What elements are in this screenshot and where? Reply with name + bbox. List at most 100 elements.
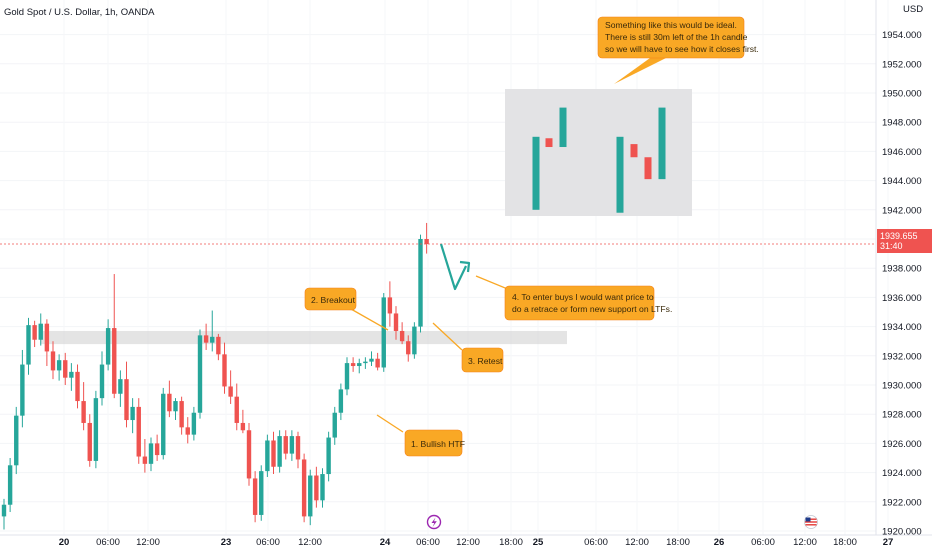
example-candle[interactable] bbox=[644, 157, 652, 180]
candle-body bbox=[381, 297, 386, 368]
candle[interactable] bbox=[38, 313, 43, 346]
candle-body bbox=[344, 363, 350, 390]
projection-arrow[interactable] bbox=[439, 243, 467, 291]
candle[interactable] bbox=[332, 406, 337, 445]
candle[interactable] bbox=[314, 466, 319, 508]
candle[interactable] bbox=[234, 383, 239, 431]
candle-body bbox=[173, 401, 178, 412]
candle[interactable] bbox=[424, 222, 429, 254]
candle-body bbox=[118, 379, 123, 394]
candle[interactable] bbox=[142, 439, 148, 473]
candle[interactable] bbox=[56, 354, 62, 381]
candle[interactable] bbox=[338, 383, 344, 421]
candle[interactable] bbox=[191, 406, 197, 441]
candle[interactable] bbox=[289, 430, 295, 461]
candle[interactable] bbox=[81, 382, 86, 431]
candle[interactable] bbox=[295, 431, 301, 469]
example-candle[interactable] bbox=[559, 107, 567, 148]
candle[interactable] bbox=[216, 333, 221, 361]
candle[interactable] bbox=[381, 293, 386, 372]
candle[interactable] bbox=[277, 430, 282, 473]
candle[interactable] bbox=[69, 363, 74, 391]
last-price-value: 1939.655 bbox=[880, 231, 918, 241]
candle[interactable] bbox=[75, 364, 80, 409]
candle[interactable] bbox=[148, 437, 154, 472]
example-candle[interactable] bbox=[616, 136, 624, 213]
candle[interactable] bbox=[93, 390, 99, 469]
example-candle[interactable] bbox=[630, 144, 638, 158]
candle[interactable] bbox=[210, 310, 215, 352]
candle[interactable] bbox=[105, 319, 111, 371]
support-zone[interactable] bbox=[40, 330, 567, 345]
candle[interactable] bbox=[173, 398, 178, 421]
example-candle[interactable] bbox=[532, 136, 540, 210]
candle[interactable] bbox=[406, 335, 411, 362]
candle[interactable] bbox=[350, 357, 356, 372]
candle[interactable] bbox=[112, 274, 117, 399]
note-top[interactable]: Something like this would be ideal. Ther… bbox=[597, 16, 759, 59]
candle[interactable] bbox=[7, 458, 13, 513]
candle[interactable] bbox=[130, 398, 135, 434]
candle[interactable] bbox=[124, 361, 129, 428]
candle-body bbox=[75, 371, 80, 402]
candle[interactable] bbox=[14, 406, 19, 475]
candle[interactable] bbox=[265, 434, 270, 477]
note-retest-text: 3. Retest bbox=[468, 356, 503, 366]
candle[interactable] bbox=[387, 281, 393, 327]
candle[interactable] bbox=[357, 358, 362, 374]
candle[interactable] bbox=[197, 329, 203, 419]
candle[interactable] bbox=[301, 453, 307, 523]
candle[interactable] bbox=[179, 396, 184, 435]
candle[interactable] bbox=[283, 430, 288, 460]
note-retest[interactable]: 3. Retest bbox=[461, 347, 504, 373]
candle[interactable] bbox=[50, 341, 56, 380]
candle[interactable] bbox=[44, 319, 50, 367]
time-axis[interactable]: 20 06:00 12:00 23 06:00 12:00 24 06:00 12:00 18:0… bbox=[59, 537, 894, 548]
candle[interactable] bbox=[136, 398, 141, 464]
us-flag-icon[interactable] bbox=[804, 515, 818, 529]
lightning-icon[interactable] bbox=[426, 514, 442, 530]
candle-body bbox=[295, 436, 301, 460]
candle[interactable] bbox=[369, 351, 374, 367]
candle-body bbox=[375, 358, 380, 368]
candle[interactable] bbox=[118, 370, 123, 407]
candle[interactable] bbox=[326, 431, 331, 482]
candle[interactable] bbox=[240, 409, 246, 434]
candle[interactable] bbox=[412, 322, 417, 359]
candle[interactable] bbox=[87, 414, 92, 467]
candle[interactable] bbox=[271, 431, 276, 475]
candle-body bbox=[338, 389, 344, 413]
time-tick-label: 23 bbox=[221, 537, 232, 548]
candle[interactable] bbox=[399, 322, 405, 345]
candle[interactable] bbox=[99, 351, 105, 406]
candle[interactable] bbox=[26, 317, 31, 375]
note-enter[interactable]: 4. To enter buys I would want price to d… bbox=[504, 285, 672, 321]
candle[interactable] bbox=[418, 234, 423, 333]
example-candle[interactable] bbox=[658, 107, 666, 180]
candle[interactable] bbox=[63, 352, 68, 385]
candle[interactable] bbox=[259, 465, 264, 521]
candle[interactable] bbox=[185, 417, 190, 444]
candle-body bbox=[44, 323, 50, 352]
candle[interactable] bbox=[393, 306, 399, 340]
note-bullish[interactable]: 1. Bullish HTF bbox=[404, 429, 465, 457]
candle[interactable] bbox=[203, 323, 209, 350]
candle[interactable] bbox=[363, 357, 368, 369]
candle[interactable] bbox=[1, 498, 7, 530]
candle[interactable] bbox=[246, 422, 252, 486]
candle[interactable] bbox=[222, 342, 227, 394]
candle[interactable] bbox=[320, 468, 325, 508]
candle[interactable] bbox=[228, 370, 233, 404]
candle[interactable] bbox=[32, 320, 37, 348]
candle[interactable] bbox=[252, 471, 258, 523]
candle[interactable] bbox=[167, 380, 172, 418]
candle[interactable] bbox=[154, 434, 160, 461]
candle[interactable] bbox=[308, 469, 313, 526]
candle[interactable] bbox=[20, 349, 25, 428]
candle[interactable] bbox=[161, 387, 166, 460]
example-candle[interactable] bbox=[545, 138, 553, 148]
note-breakout[interactable]: 2. Breakout bbox=[304, 287, 357, 311]
candle[interactable] bbox=[375, 352, 380, 371]
candle[interactable] bbox=[344, 357, 350, 396]
